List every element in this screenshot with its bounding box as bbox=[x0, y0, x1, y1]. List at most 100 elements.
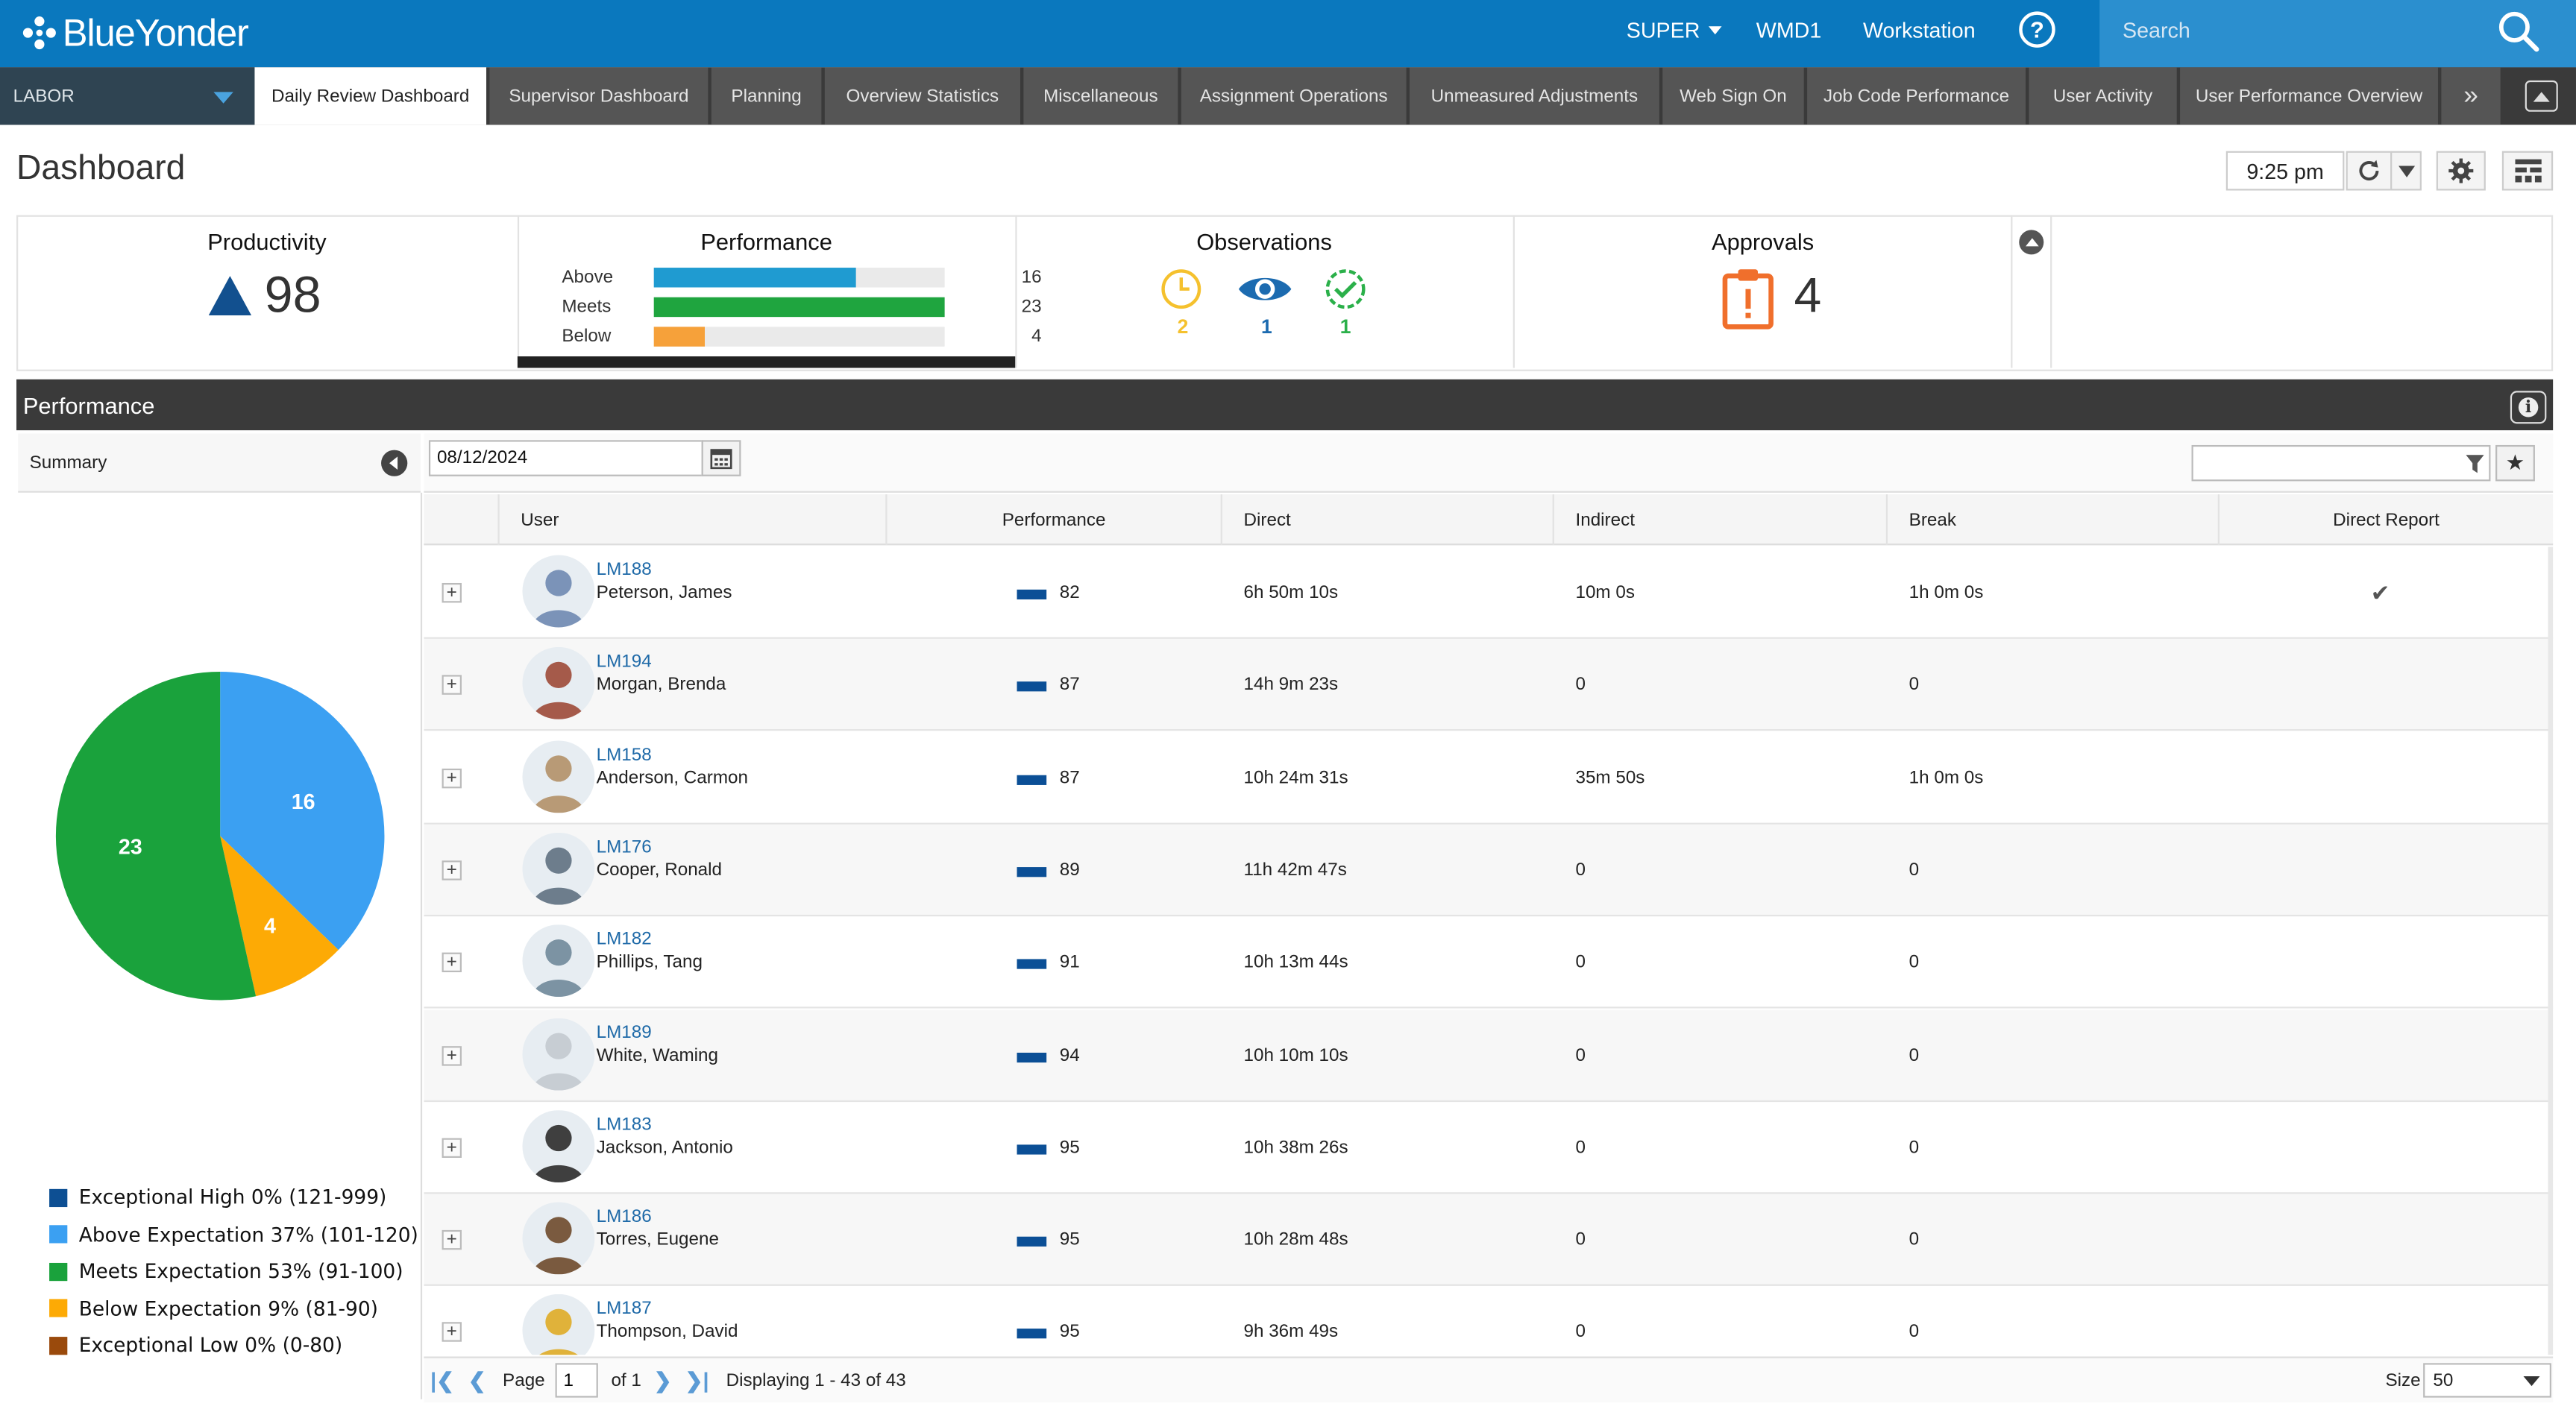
legend-label: Exceptional Low 0% (0-80) bbox=[78, 1334, 343, 1358]
performance-indicator bbox=[1017, 866, 1047, 878]
tab-miscellaneous[interactable]: Miscellaneous bbox=[1023, 67, 1178, 125]
user-name: Anderson, Carmon bbox=[596, 768, 748, 788]
expand-row-icon[interactable]: + bbox=[442, 1323, 462, 1343]
table-row[interactable]: + LM182 Phillips, Tang 91 10h 13m 44s 0 0 bbox=[424, 917, 2554, 1009]
legend-item[interactable]: Meets Expectation 53% (91-100) bbox=[49, 1260, 403, 1283]
first-page-icon[interactable]: |❮ bbox=[430, 1367, 455, 1393]
tabs-overflow-icon[interactable]: » bbox=[2441, 67, 2501, 125]
layout-button[interactable] bbox=[2501, 151, 2554, 191]
legend-item[interactable]: Exceptional High 0% (121-999) bbox=[49, 1185, 386, 1209]
break-time: 0 bbox=[1909, 1138, 1920, 1158]
tab-daily-review-dashboard[interactable]: Daily Review Dashboard bbox=[254, 67, 487, 125]
tab-user-activity[interactable]: User Activity bbox=[2029, 67, 2177, 125]
table-row[interactable]: + LM187 Thompson, David 95 9h 36m 49s 0 0 bbox=[424, 1287, 2553, 1355]
search-icon[interactable] bbox=[2497, 10, 2539, 52]
expand-row-icon[interactable]: + bbox=[442, 1230, 462, 1250]
user-id-link[interactable]: LM188 bbox=[596, 560, 652, 580]
tab-planning[interactable]: Planning bbox=[711, 67, 822, 125]
user-id-link[interactable]: LM189 bbox=[596, 1022, 652, 1042]
grid-body: + LM188 Peterson, James 82 6h 50m 10s 10m 0s 1… bbox=[424, 547, 2554, 1355]
expand-row-icon[interactable]: + bbox=[442, 1138, 462, 1158]
expand-row-icon[interactable]: + bbox=[442, 860, 462, 880]
user-id-link[interactable]: LM187 bbox=[596, 1299, 652, 1320]
tab-assignment-operations[interactable]: Assignment Operations bbox=[1181, 67, 1407, 125]
expand-row-icon[interactable]: + bbox=[442, 675, 462, 696]
last-page-icon[interactable]: ❯| bbox=[685, 1367, 709, 1393]
filter-input[interactable] bbox=[2191, 444, 2491, 482]
break-time: 0 bbox=[1909, 1045, 1920, 1065]
tab-unmeasured-adjustments[interactable]: Unmeasured Adjustments bbox=[1410, 67, 1659, 125]
observations-card[interactable]: Observations 2 1 1 bbox=[1015, 215, 1511, 368]
approvals-card[interactable]: Approvals 4 bbox=[1512, 215, 2011, 368]
site-selector[interactable]: WMD1 bbox=[1756, 0, 1821, 59]
expand-row-icon[interactable]: + bbox=[442, 768, 462, 788]
table-row[interactable]: + LM186 Torres, Eugene 95 10h 28m 48s 0 0 bbox=[424, 1194, 2554, 1286]
column-header-direct-report[interactable]: Direct Report bbox=[2220, 494, 2553, 545]
performance-row-meets[interactable]: Meets 23 bbox=[562, 296, 1042, 319]
chevron-up-icon[interactable] bbox=[2019, 230, 2044, 255]
table-row[interactable]: + LM188 Peterson, James 82 6h 50m 10s 10m 0s 1… bbox=[424, 547, 2554, 639]
table-row[interactable]: + LM189 White, Waming 94 10h 10m 10s 0 0 bbox=[424, 1009, 2554, 1101]
expand-row-icon[interactable]: + bbox=[442, 582, 462, 603]
table-row[interactable]: + LM183 Jackson, Antonio 95 10h 38m 26s 0 0 bbox=[424, 1102, 2554, 1194]
productivity-card[interactable]: Productivity 98 bbox=[18, 215, 515, 368]
tab-user-performance-overview[interactable]: User Performance Overview bbox=[2180, 67, 2438, 125]
user-id-link[interactable]: LM183 bbox=[596, 1115, 652, 1135]
tab-web-sign-on[interactable]: Web Sign On bbox=[1662, 67, 1804, 125]
legend-item[interactable]: Exceptional Low 0% (0-80) bbox=[49, 1334, 343, 1358]
module-selector[interactable]: LABOR bbox=[0, 67, 255, 125]
help-icon[interactable]: ? bbox=[2019, 11, 2055, 48]
settings-button[interactable] bbox=[2436, 151, 2486, 191]
check-circle-icon bbox=[1325, 269, 1366, 309]
user-id-link[interactable]: LM182 bbox=[596, 930, 652, 950]
column-header-performance[interactable]: Performance bbox=[888, 494, 1222, 546]
user-id-link[interactable]: LM176 bbox=[596, 837, 652, 857]
table-row[interactable]: + LM158 Anderson, Carmon 87 10h 24m 31s 35m 5… bbox=[424, 732, 2554, 824]
tab-job-code-performance[interactable]: Job Code Performance bbox=[1807, 67, 2026, 125]
table-row[interactable]: + LM194 Morgan, Brenda 87 14h 9m 23s 0 0 bbox=[424, 639, 2554, 731]
refresh-button[interactable] bbox=[2346, 151, 2393, 191]
page-number-input[interactable] bbox=[555, 1363, 598, 1398]
date-input[interactable] bbox=[428, 440, 703, 476]
collapse-summary-icon[interactable] bbox=[381, 450, 408, 476]
indirect-time: 0 bbox=[1575, 953, 1586, 973]
next-page-icon[interactable]: ❯ bbox=[653, 1367, 672, 1393]
expand-row-icon[interactable]: + bbox=[442, 953, 462, 973]
workstation-link[interactable]: Workstation bbox=[1863, 0, 1976, 59]
tab-overview-statistics[interactable]: Overview Statistics bbox=[824, 67, 1020, 125]
user-id-link[interactable]: LM194 bbox=[596, 652, 652, 672]
calendar-button[interactable] bbox=[701, 440, 741, 476]
legend-item[interactable]: Above Expectation 37% (101-120) bbox=[49, 1223, 418, 1246]
legend-item[interactable]: Below Expectation 9% (81-90) bbox=[49, 1297, 378, 1320]
pie-slice-below-expectation[interactable] bbox=[220, 836, 339, 997]
user-id-link[interactable]: LM158 bbox=[596, 745, 652, 765]
brand-logo[interactable]: BlueYonder bbox=[22, 10, 249, 56]
grid-scrollbar[interactable] bbox=[2548, 546, 2554, 1355]
performance-row-below[interactable]: Below 4 bbox=[562, 325, 1042, 348]
refresh-options-button[interactable] bbox=[2390, 151, 2422, 191]
column-header-user[interactable]: User bbox=[500, 494, 888, 546]
favorite-button[interactable]: ★ bbox=[2495, 444, 2535, 482]
clipboard-alert-icon bbox=[1722, 269, 1774, 330]
column-header-break[interactable]: Break bbox=[1888, 494, 2220, 546]
collapse-header-icon[interactable] bbox=[2525, 80, 2558, 112]
page-size-select[interactable]: 50 bbox=[2423, 1363, 2551, 1398]
expand-row-icon[interactable]: + bbox=[442, 1045, 462, 1065]
previous-page-icon[interactable]: ❮ bbox=[468, 1367, 486, 1393]
layout-icon bbox=[2514, 159, 2541, 183]
tab-supervisor-dashboard[interactable]: Supervisor Dashboard bbox=[489, 67, 709, 125]
eye-icon bbox=[1238, 277, 1292, 300]
user-id-link[interactable]: LM186 bbox=[596, 1207, 652, 1227]
column-header-direct[interactable]: Direct bbox=[1222, 494, 1554, 546]
column-header-indirect[interactable]: Indirect bbox=[1554, 494, 1888, 546]
avatar bbox=[522, 555, 595, 628]
info-icon[interactable]: i bbox=[2510, 391, 2547, 424]
user-menu[interactable]: SUPER bbox=[1627, 0, 1722, 59]
tab-label: Daily Review Dashboard bbox=[271, 86, 470, 107]
pie-slice-above-expectation[interactable] bbox=[220, 671, 385, 951]
table-row[interactable]: + LM176 Cooper, Ronald 89 11h 42m 47s 0 0 bbox=[424, 824, 2554, 916]
search-input[interactable] bbox=[2123, 13, 2484, 46]
performance-card[interactable]: Performance Above 16 Meets 23 Below 4 bbox=[517, 215, 1042, 368]
performance-row-above[interactable]: Above 16 bbox=[562, 266, 1042, 289]
pie-slice-meets-expectation[interactable] bbox=[55, 671, 257, 1001]
